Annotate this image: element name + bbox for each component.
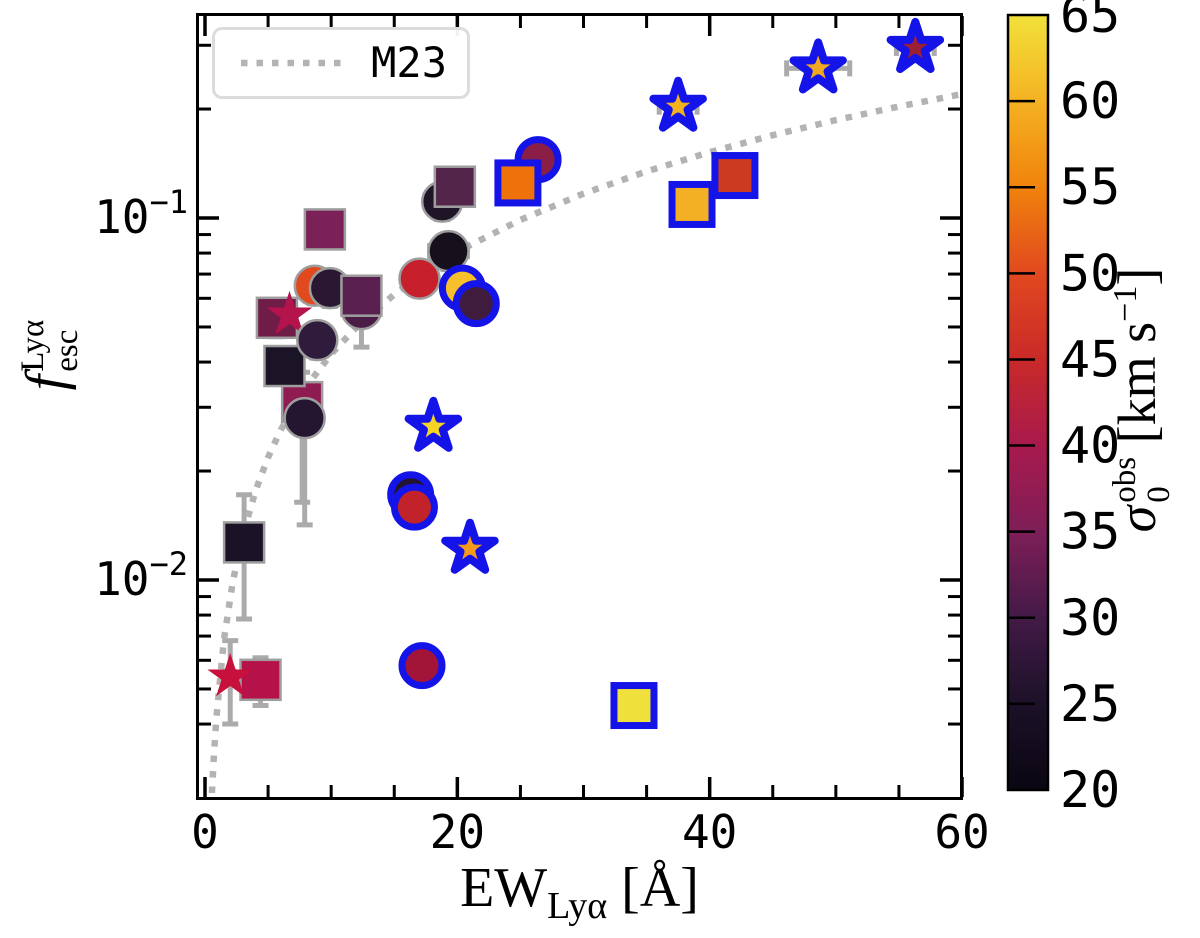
x-axis-title: EWLyα [Å]	[196, 856, 963, 925]
y-title-sub: esc	[49, 329, 86, 372]
colorbar-bar	[1006, 13, 1050, 792]
data-point-circle	[296, 318, 339, 362]
data-point-square	[222, 521, 266, 564]
data-point-circle	[398, 642, 446, 690]
m23-dotted-line-icon	[241, 59, 347, 67]
colorbar-tick-label: 55	[1060, 158, 1120, 216]
data-point-star	[789, 38, 847, 94]
y-tick-label: 10−1	[94, 183, 188, 244]
x-title-sub: Lyα	[547, 885, 608, 928]
data-point-star	[649, 76, 707, 132]
data-point-circle	[283, 396, 326, 440]
x-title-unit: [Å]	[621, 857, 699, 919]
data-point-square	[263, 344, 306, 388]
data-point-square	[340, 274, 383, 317]
data-point-square	[303, 208, 347, 251]
legend-label: M23	[371, 38, 447, 87]
colorbar-tick-label: 25	[1060, 675, 1120, 733]
colorbar-title: σ obs 0 [km s−1]	[1106, 220, 1177, 580]
cb-title-unit-sup: −1	[1107, 285, 1144, 322]
data-point-star	[886, 17, 945, 73]
x-tick-label: 60	[934, 805, 989, 859]
colorbar-tick-label: 65	[1060, 0, 1120, 44]
data-point-square	[711, 152, 759, 200]
colorbar-tick-label: 50	[1060, 244, 1120, 302]
data-point-square	[433, 165, 477, 208]
colorbar-tick-label: 35	[1060, 503, 1120, 561]
axes-layer: 0 20 40 60 10−1 10−2	[94, 13, 990, 859]
m23-curve	[208, 90, 963, 794]
cb-title-sigma: σ	[1107, 505, 1167, 533]
points-layer	[207, 17, 945, 730]
colorbar-tick-label: 60	[1060, 72, 1120, 130]
data-point-star	[207, 652, 254, 697]
x-tick-label: 0	[191, 805, 219, 859]
colorbar-tick-label: 20	[1060, 761, 1120, 819]
legend-box: M23	[212, 27, 470, 99]
cb-title-unit-post: ]	[1107, 267, 1167, 286]
data-point-square	[668, 180, 716, 228]
data-point-circle	[390, 483, 438, 531]
colorbar-tick-label: 45	[1060, 330, 1120, 388]
y-title-main: f	[15, 374, 77, 391]
data-point-star	[441, 518, 499, 574]
x-title-main: EW	[460, 857, 548, 919]
data-point-star	[404, 396, 463, 452]
x-tick-label: 40	[682, 805, 737, 859]
plot-frame	[196, 13, 963, 800]
data-point-star	[266, 290, 313, 335]
y-axis-title: f Lyα esc	[14, 190, 85, 520]
cb-title-unit-pre: [km s	[1107, 321, 1167, 444]
colorbar-tick-label: 30	[1060, 589, 1120, 647]
cb-title-sub: 0	[1140, 486, 1177, 503]
y-tick-label: 10−2	[94, 545, 188, 606]
errorbars-layer	[222, 39, 937, 727]
data-point-circle	[452, 280, 500, 328]
colorbar-tick-label: 40	[1060, 417, 1120, 475]
y-title-sup: Lyα	[15, 319, 52, 372]
data-point-square	[239, 658, 282, 702]
data-point-square	[494, 159, 542, 207]
data-point-circle	[398, 257, 441, 300]
data-point-square	[610, 682, 658, 730]
colorbar: 20 25 30 35 40 45 50 55 60 65	[1006, 0, 1120, 819]
x-tick-label: 20	[430, 805, 485, 859]
cb-title-sup: obs	[1106, 456, 1143, 503]
